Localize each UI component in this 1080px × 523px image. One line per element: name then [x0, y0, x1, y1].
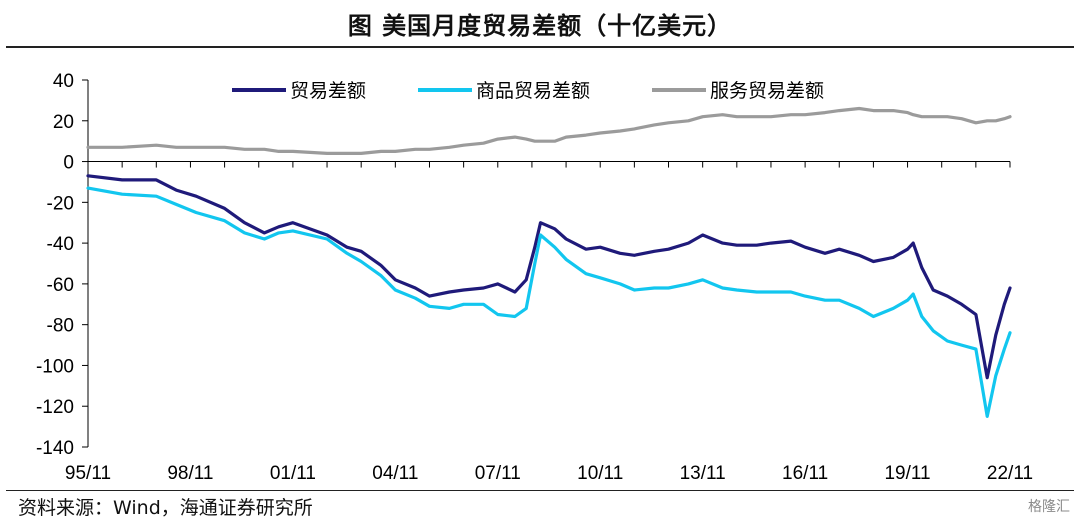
y-tick-label: -120 — [36, 397, 74, 418]
y-tick-label: -140 — [36, 438, 74, 459]
legend-label-1: 贸易差额 — [290, 80, 366, 102]
title-divider — [6, 46, 1074, 48]
y-tick-label: -40 — [47, 234, 74, 255]
chart-axes: 40 20 0 -20 -40 -60 -80 -100 -120 -140 95/11 98/11 0… — [36, 71, 1033, 484]
y-tick-label: -100 — [36, 356, 74, 377]
footer-divider — [6, 490, 1074, 491]
y-tick-label: 40 — [53, 71, 74, 92]
x-tick-label: 07/11 — [475, 463, 521, 484]
legend-label-3: 服务贸易差额 — [710, 80, 824, 102]
y-tick-label: 20 — [53, 112, 74, 133]
series-line-1 — [86, 174, 1012, 380]
y-tick-label: -80 — [47, 316, 74, 337]
x-tick-label: 95/11 — [65, 463, 111, 484]
legend-label-2: 商品贸易差额 — [476, 80, 590, 102]
x-tick-label: 01/11 — [270, 463, 316, 484]
chart-legend: 贸易差额 商品贸易差额 服务贸易差额 — [232, 80, 824, 102]
series-line-3 — [86, 106, 1012, 155]
x-tick-label: 19/11 — [884, 463, 930, 484]
y-tick-label: -60 — [47, 275, 74, 296]
trade-balance-chart: 40 20 0 -20 -40 -60 -80 -100 -120 -140 95/11 98/11 0… — [36, 71, 1033, 484]
x-tick-label: 98/11 — [167, 463, 213, 484]
x-tick-label: 16/11 — [782, 463, 828, 484]
x-tick-label: 22/11 — [987, 463, 1033, 484]
source-note: 资料来源：Wind，海通证券研究所 — [18, 497, 313, 519]
y-tick-label: 0 — [63, 153, 74, 174]
x-tick-label: 13/11 — [680, 463, 726, 484]
watermark-logo: 格隆汇 — [1028, 499, 1070, 515]
chart-title: 图 美国月度贸易差额（十亿美元） — [347, 12, 733, 40]
series-line-2 — [86, 186, 1012, 418]
x-tick-label: 04/11 — [372, 463, 418, 484]
y-tick-label: -20 — [47, 193, 74, 214]
x-tick-label: 10/11 — [577, 463, 623, 484]
series-layer — [86, 106, 1012, 418]
